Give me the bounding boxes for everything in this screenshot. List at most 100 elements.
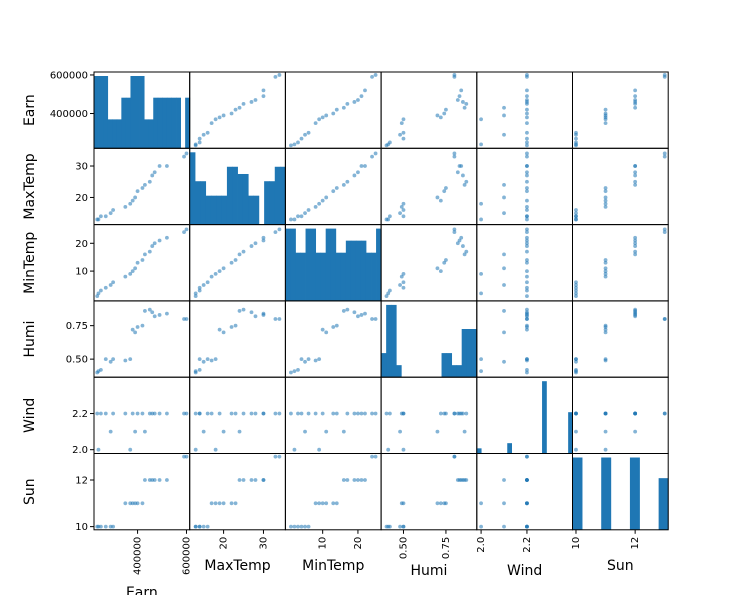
- scatter-point-MaxTemp-Earn-8: [140, 186, 145, 190]
- hist-bar-Humi-18: [471, 329, 478, 378]
- scatter-point-MinTemp-Humi-15: [398, 283, 402, 287]
- scatter-point-MaxTemp-Humi-11: [438, 198, 443, 203]
- scatter-point-MaxTemp-MinTemp-8: [334, 186, 339, 190]
- scatter-point-MinTemp-Earn-0: [184, 227, 189, 232]
- scatter-point-Earn-Humi-2: [459, 88, 464, 93]
- hist-bar-MinTemp-6: [315, 252, 322, 301]
- scatter-point-MinTemp-Earn-9: [135, 260, 140, 265]
- scatter-point-Earn-MaxTemp-13: [209, 121, 214, 126]
- hist-bar-Earn-8: [130, 76, 136, 149]
- hist-bar-Earn-7: [125, 97, 131, 149]
- scatter-point-Humi-Earn-13: [123, 358, 128, 363]
- scatter-point-MaxTemp-MinTemp-7: [341, 182, 346, 187]
- scatter-point-MinTemp-Earn-17: [98, 288, 103, 293]
- scatter-point-Sun-MinTemp-3: [359, 478, 364, 482]
- scatter-point-Sun-Wind-15: [502, 524, 506, 529]
- scatter-point-Humi-Earn-15: [108, 359, 113, 364]
- scatter-point-Wind-Humi-15: [398, 429, 402, 434]
- scatter-point-MinTemp-Sun-4: [633, 241, 638, 246]
- hist-bar-Earn-13: [153, 97, 159, 149]
- scatter-point-Humi-Wind-11: [525, 327, 529, 332]
- scatter-point-MinTemp-MaxTemp-14: [205, 280, 210, 285]
- scatter-point-MinTemp-Humi-10: [435, 266, 440, 271]
- hist-bar-MaxTemp-0: [189, 152, 196, 225]
- scatter-point-Humi-MaxTemp-3: [261, 313, 266, 317]
- scatter-point-MinTemp-Wind-6: [525, 249, 529, 254]
- scatter-point-Humi-MaxTemp-6: [241, 307, 246, 312]
- scatter-point-Humi-MaxTemp-7: [237, 309, 242, 313]
- scatter-point-Earn-Humi-10: [435, 113, 440, 118]
- panel-frame: [189, 453, 286, 531]
- hist-bar-Humi-3: [396, 365, 402, 378]
- hist-bar-MinTemp-1: [290, 228, 296, 301]
- scatter-point-Sun-MaxTemp-14: [205, 524, 210, 529]
- scatter-point-Earn-Sun-3: [633, 94, 638, 99]
- scatter-point-Humi-Wind-6: [525, 307, 529, 312]
- scatter-point-Humi-Earn-9: [135, 325, 140, 329]
- scatter-point-MaxTemp-Humi-0: [452, 151, 457, 156]
- panel-MaxTemp-vs-MaxTemp: [189, 147, 286, 226]
- scatter-point-MaxTemp-Humi-5: [461, 173, 465, 178]
- scatter-point-MaxTemp-Wind-8: [525, 186, 529, 190]
- scatter-point-Earn-MaxTemp-8: [233, 107, 238, 112]
- scatter-point-MinTemp-MaxTemp-2: [261, 235, 266, 240]
- scatter-point-MinTemp-MaxTemp-7: [237, 252, 242, 257]
- panel-Sun-vs-MinTemp: [284, 453, 382, 531]
- scatter-point-Sun-Humi-7: [462, 478, 467, 482]
- hist-bar-Earn-16: [166, 97, 172, 149]
- scatter-point-MinTemp-Humi-5: [461, 244, 465, 248]
- scatter-point-Wind-MinTemp-14: [306, 411, 311, 416]
- scatter-point-MaxTemp-Sun-15: [574, 211, 578, 216]
- scatter-point-Humi-Earn-6: [147, 307, 152, 312]
- scatter-point-Humi-Earn-2: [165, 311, 169, 316]
- scatter-point-Humi-MinTemp-9: [331, 325, 336, 329]
- hist-bar-MinTemp-12: [345, 240, 352, 301]
- hist-bar-MaxTemp-8: [232, 166, 238, 225]
- scatter-point-MinTemp-Humi-2: [459, 235, 464, 240]
- panel-MaxTemp-vs-Wind: [476, 147, 573, 226]
- scatter-point-Earn-MinTemp-3: [359, 94, 364, 99]
- scatter-point-MaxTemp-Earn-4: [152, 170, 157, 175]
- scatter-point-MaxTemp-Earn-11: [130, 198, 135, 203]
- scatter-point-MinTemp-Sun-0: [662, 227, 667, 232]
- scatter-point-Sun-Humi-13: [399, 501, 404, 506]
- scatter-point-Wind-Humi-19: [384, 411, 389, 416]
- scatter-point-MinTemp-Earn-13: [123, 274, 128, 279]
- scatter-point-MaxTemp-Wind-4: [525, 170, 529, 175]
- scatter-point-Earn-MaxTemp-19: [193, 143, 198, 148]
- y-tick-label-MaxTemp-0: 20: [75, 193, 88, 204]
- panel-Earn-vs-MinTemp: [284, 71, 382, 149]
- scatter-point-MaxTemp-Wind-0: [525, 151, 529, 156]
- scatter-point-Wind-Humi-12: [401, 447, 406, 452]
- scatter-point-MinTemp-Earn-15: [108, 283, 113, 287]
- scatter-point-Humi-Wind-17: [525, 367, 529, 372]
- scatter-point-MinTemp-MaxTemp-5: [249, 244, 254, 248]
- scatter-point-Sun-MinTemp-1: [370, 454, 374, 459]
- scatter-point-Wind-MinTemp-7: [341, 429, 346, 434]
- scatter-point-Wind-MaxTemp-14: [205, 411, 210, 416]
- hist-bar-Humi-14: [451, 365, 458, 378]
- panel-frame: [572, 376, 669, 455]
- scatter-point-Earn-Humi-15: [398, 132, 402, 137]
- panel-Wind-vs-Humi: [380, 376, 478, 455]
- scatter-point-Wind-MaxTemp-4: [253, 411, 258, 416]
- scatter-point-Wind-Humi-9: [442, 411, 447, 416]
- hist-bar-Humi-15: [456, 365, 463, 378]
- hist-bar-MaxTemp-15: [269, 181, 276, 225]
- hist-bar-Earn-14: [157, 97, 163, 149]
- scatter-point-Wind-MinTemp-15: [303, 429, 307, 434]
- scatter-point-MaxTemp-MinTemp-9: [331, 189, 336, 194]
- scatter-point-Wind-Earn-2: [165, 411, 169, 416]
- scatter-point-Wind-MaxTemp-6: [241, 411, 246, 416]
- scatter-point-MaxTemp-Wind-13: [525, 204, 529, 209]
- scatter-point-MaxTemp-MinTemp-10: [324, 195, 329, 200]
- scatter-point-MinTemp-MaxTemp-12: [213, 271, 218, 276]
- scatter-point-Earn-MaxTemp-0: [277, 73, 282, 77]
- scatter-point-MinTemp-Earn-2: [165, 235, 169, 240]
- scatter-point-MinTemp-Humi-8: [444, 258, 448, 262]
- hist-bar-MinTemp-2: [295, 252, 301, 301]
- scatter-point-Earn-MinTemp-12: [317, 117, 322, 122]
- scatter-point-MaxTemp-Humi-3: [457, 164, 462, 168]
- scatter-point-MaxTemp-Wind-12: [479, 201, 483, 206]
- x-tick-label-Earn-1: 600000: [181, 537, 192, 575]
